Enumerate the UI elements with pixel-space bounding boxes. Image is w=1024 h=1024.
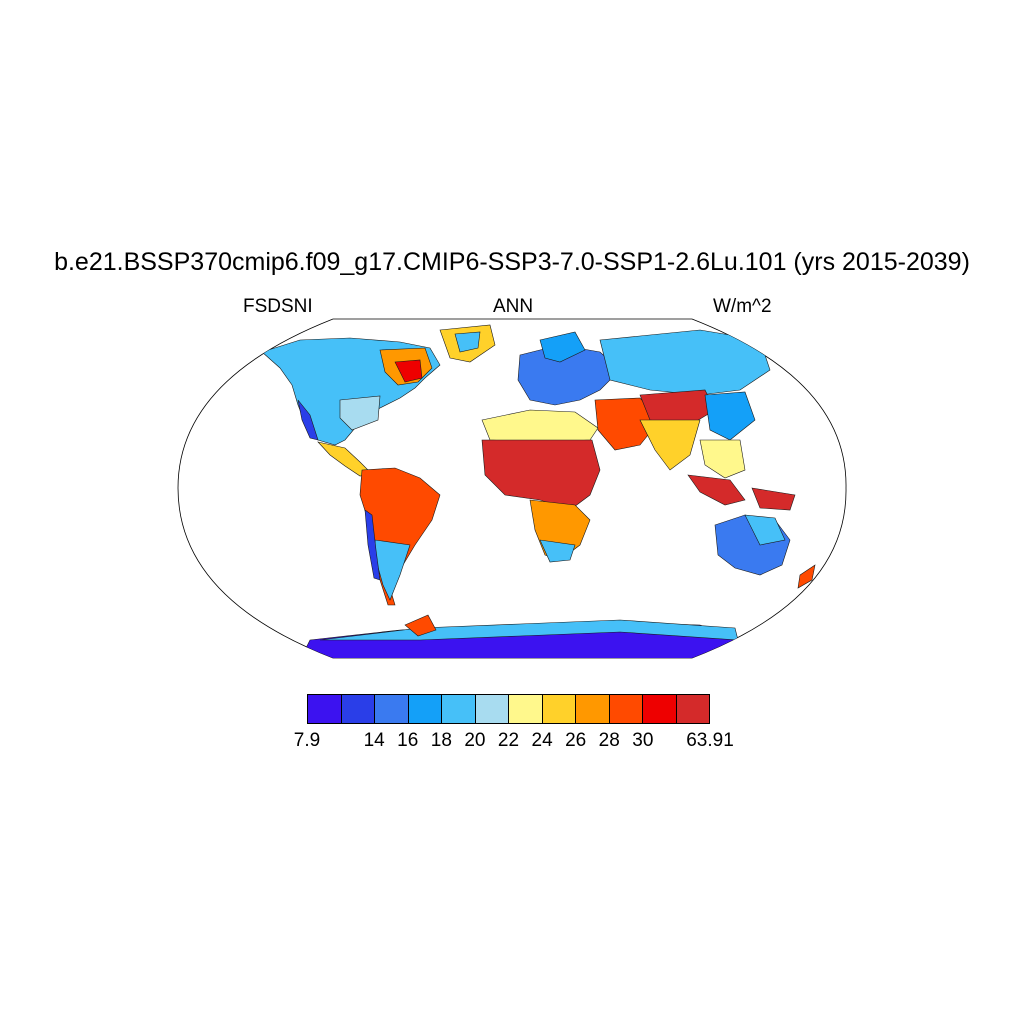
africa-southern-tip [539, 539, 576, 563]
colorbar-tick-label: 14 [363, 730, 385, 751]
units-label: W/m^2 [713, 296, 772, 317]
antarctic-peninsula [404, 614, 437, 637]
colorbar-tick-label: 22 [497, 730, 520, 751]
variable-label: FSDSNI [243, 296, 313, 317]
colorbar-box [643, 695, 677, 723]
colorbar-tick-label: 18 [430, 730, 452, 751]
colorbar-box [542, 695, 576, 723]
colorbar-box [308, 695, 342, 723]
colorbar-box [576, 695, 610, 723]
se-asia-region [699, 439, 746, 479]
colorbar-tick-label: 20 [464, 730, 486, 751]
colorbar-tick-label: 24 [531, 730, 553, 751]
plot-title: b.e21.BSSP370cmip6.f09_g17.CMIP6-SSP3-7.… [54, 248, 970, 276]
antarctica-coast [319, 619, 739, 641]
india-region [639, 419, 701, 471]
china-east [704, 391, 756, 441]
scandinavia-region [539, 331, 586, 363]
colorbar [307, 694, 710, 724]
colorbar-box [375, 695, 409, 723]
colorbar-tick-label: 30 [632, 730, 654, 751]
colorbar-box [341, 695, 375, 723]
middle-east-region [594, 397, 661, 451]
colorbar-tick-label: 7.9 [293, 730, 321, 751]
new-zealand-region [797, 564, 816, 589]
greenland-interior [454, 331, 481, 353]
colorbar-box [475, 695, 509, 723]
indonesia-region [687, 474, 746, 506]
asia-north [599, 329, 771, 396]
colorbar-tick-label: 28 [598, 730, 620, 751]
australia-north [744, 514, 786, 546]
colorbar-tick-label: 63.91 [686, 730, 734, 751]
new-guinea-region [751, 487, 796, 511]
north-america-west [297, 399, 319, 441]
andes-region [364, 509, 381, 581]
colorbar-box [442, 695, 476, 723]
colorbar-box [676, 695, 709, 723]
colorbar-tick-label: 26 [565, 730, 587, 751]
tibet-region [639, 389, 716, 426]
hudson-region [394, 359, 423, 383]
colorbar-box [609, 695, 643, 723]
colorbar-box [509, 695, 543, 723]
colorbar-box [408, 695, 442, 723]
colorbar-tick-label: 16 [397, 730, 419, 751]
season-label: ANN [492, 296, 534, 317]
usa-east [339, 395, 381, 431]
